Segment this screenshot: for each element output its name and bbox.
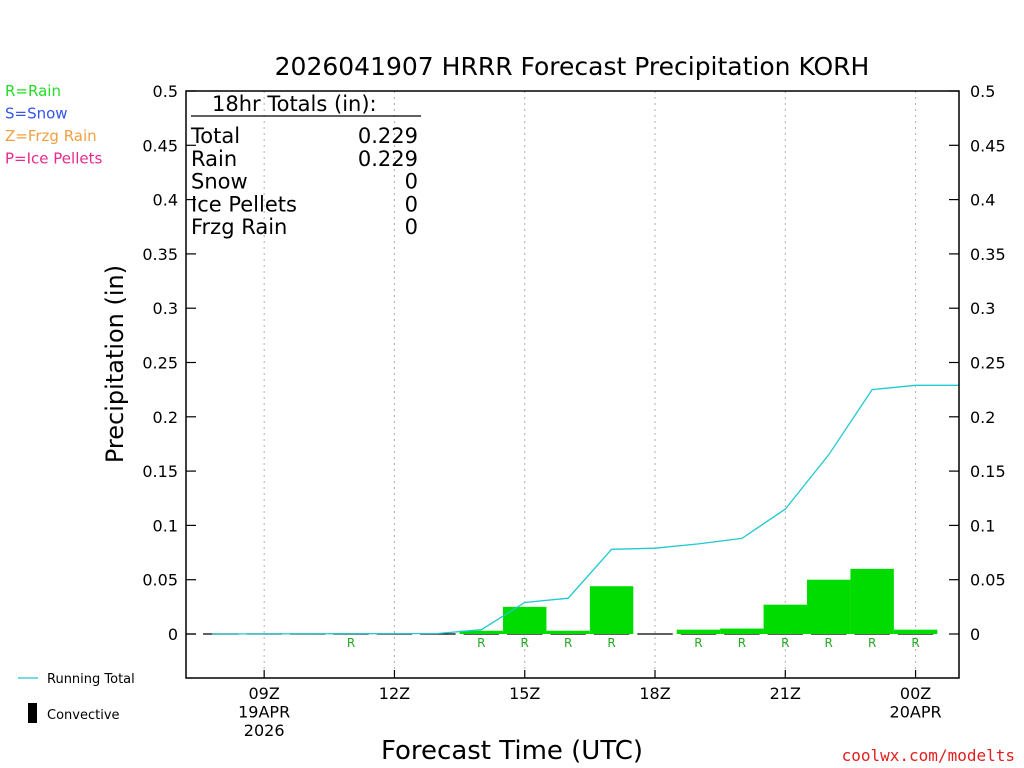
x-tick-label: 18Z (639, 684, 670, 703)
type-legend-item: Z=Frzg Rain (5, 127, 97, 145)
totals-row-label: Rain (191, 147, 237, 171)
x-tick-label: 2026 (244, 721, 285, 740)
credit-text: coolwx.com/modelts (842, 746, 1015, 765)
y-tick-label-left: 0.15 (142, 462, 178, 481)
running-total-line (212, 384, 959, 635)
totals-row-value: 0 (405, 192, 418, 216)
chart-title: 2026041907 HRRR Forecast Precipitation K… (275, 52, 870, 81)
precip-type-legend: R=Rain S=Snow Z=Frzg Rain P=Ice Pellets (5, 82, 102, 168)
y-tick-label-right: 0.4 (970, 191, 995, 210)
totals-box: 18hr Totals (in): Total 0.229 Rain 0.229 Sno… (190, 92, 421, 239)
y-tick-label-left: 0.35 (142, 245, 178, 264)
y-tick-label-right: 0.35 (970, 245, 1006, 264)
y-axis-ticks: 0 00.05 0.050.1 0.10.15 0.150.2 0.20.25 0.250.… (142, 82, 1005, 644)
precip-type-label: R (911, 636, 919, 650)
totals-row-label: Ice Pellets (191, 192, 297, 216)
precip-bar (546, 630, 590, 634)
y-tick-label-right: 0.5 (970, 82, 995, 101)
x-axis-label: Forecast Time (UTC) (381, 736, 643, 766)
precip-bar (589, 586, 634, 634)
precip-type-label: R (694, 636, 702, 650)
y-tick-label-left: 0.45 (142, 136, 178, 155)
series-legend: Running Total Convective (18, 672, 135, 723)
precip-type-label: R (521, 636, 529, 650)
precip-type-label: R (738, 636, 746, 650)
precip-bar (893, 629, 938, 634)
y-tick-label-right: 0.25 (970, 354, 1006, 373)
totals-row-label: Snow (191, 170, 248, 194)
y-tick-label-right: 0.2 (970, 408, 995, 427)
y-tick-label-left: 0.5 (153, 82, 178, 101)
x-tick-label: 19APR (238, 703, 290, 722)
type-legend-item: S=Snow (5, 105, 68, 123)
x-tick-label: 15Z (509, 684, 540, 703)
precip-bar (720, 628, 764, 634)
running-total-legend-label: Running Total (47, 672, 135, 687)
y-tick-label-left: 0.2 (153, 408, 178, 427)
precip-type-label: R (477, 636, 485, 650)
y-tick-label-right: 0.3 (970, 299, 995, 318)
totals-heading: 18hr Totals (in): (212, 92, 377, 116)
totals-row-value: 0 (405, 215, 418, 239)
x-tick-label: 21Z (770, 684, 801, 703)
type-legend-item: R=Rain (5, 82, 61, 100)
convective-legend-swatch (28, 703, 37, 723)
totals-row-value: 0.229 (358, 147, 418, 171)
precip-bar (503, 606, 547, 634)
y-tick-label-left: 0 (168, 625, 178, 644)
convective-legend-label: Convective (47, 708, 120, 723)
x-tick-label: 20APR (890, 703, 942, 722)
x-tick-label: 00Z (900, 684, 931, 703)
precip-bar (763, 604, 808, 634)
plot-frame (185, 90, 960, 679)
y-tick-label-right: 0.45 (970, 136, 1006, 155)
precip-bar (459, 630, 504, 634)
y-tick-label-left: 0.25 (142, 354, 178, 373)
y-tick-label-right: 0 (970, 625, 980, 644)
totals-row-label: Frzg Rain (191, 215, 287, 239)
running-total-series (212, 384, 959, 635)
grid-lines (263, 91, 917, 678)
precip-type-label: R (781, 636, 789, 650)
precip-type-label: R (347, 636, 355, 650)
y-tick-label-left: 0.05 (142, 571, 178, 590)
precip-type-label: R (868, 636, 876, 650)
precip-type-label: R (607, 636, 615, 650)
totals-row-value: 0 (405, 170, 418, 194)
y-tick-label-left: 0.4 (153, 191, 178, 210)
precip-type-label: R (564, 636, 572, 650)
x-tick-label: 12Z (379, 684, 410, 703)
precip-bar (850, 568, 894, 634)
precip-bar (807, 579, 851, 634)
y-tick-label-left: 0.1 (153, 516, 178, 535)
y-axis-label: Precipitation (in) (101, 265, 129, 463)
totals-row-label: Total (190, 124, 240, 148)
precip-type-label: R (825, 636, 833, 650)
y-tick-label-left: 0.3 (153, 299, 178, 318)
x-tick-label: 09Z (249, 684, 280, 703)
y-tick-label-right: 0.05 (970, 571, 1006, 590)
totals-row-value: 0.229 (358, 124, 418, 148)
y-tick-label-right: 0.1 (970, 516, 995, 535)
precip-bar (676, 629, 721, 634)
y-tick-label-right: 0.15 (970, 462, 1006, 481)
type-legend-item: P=Ice Pellets (5, 150, 102, 168)
